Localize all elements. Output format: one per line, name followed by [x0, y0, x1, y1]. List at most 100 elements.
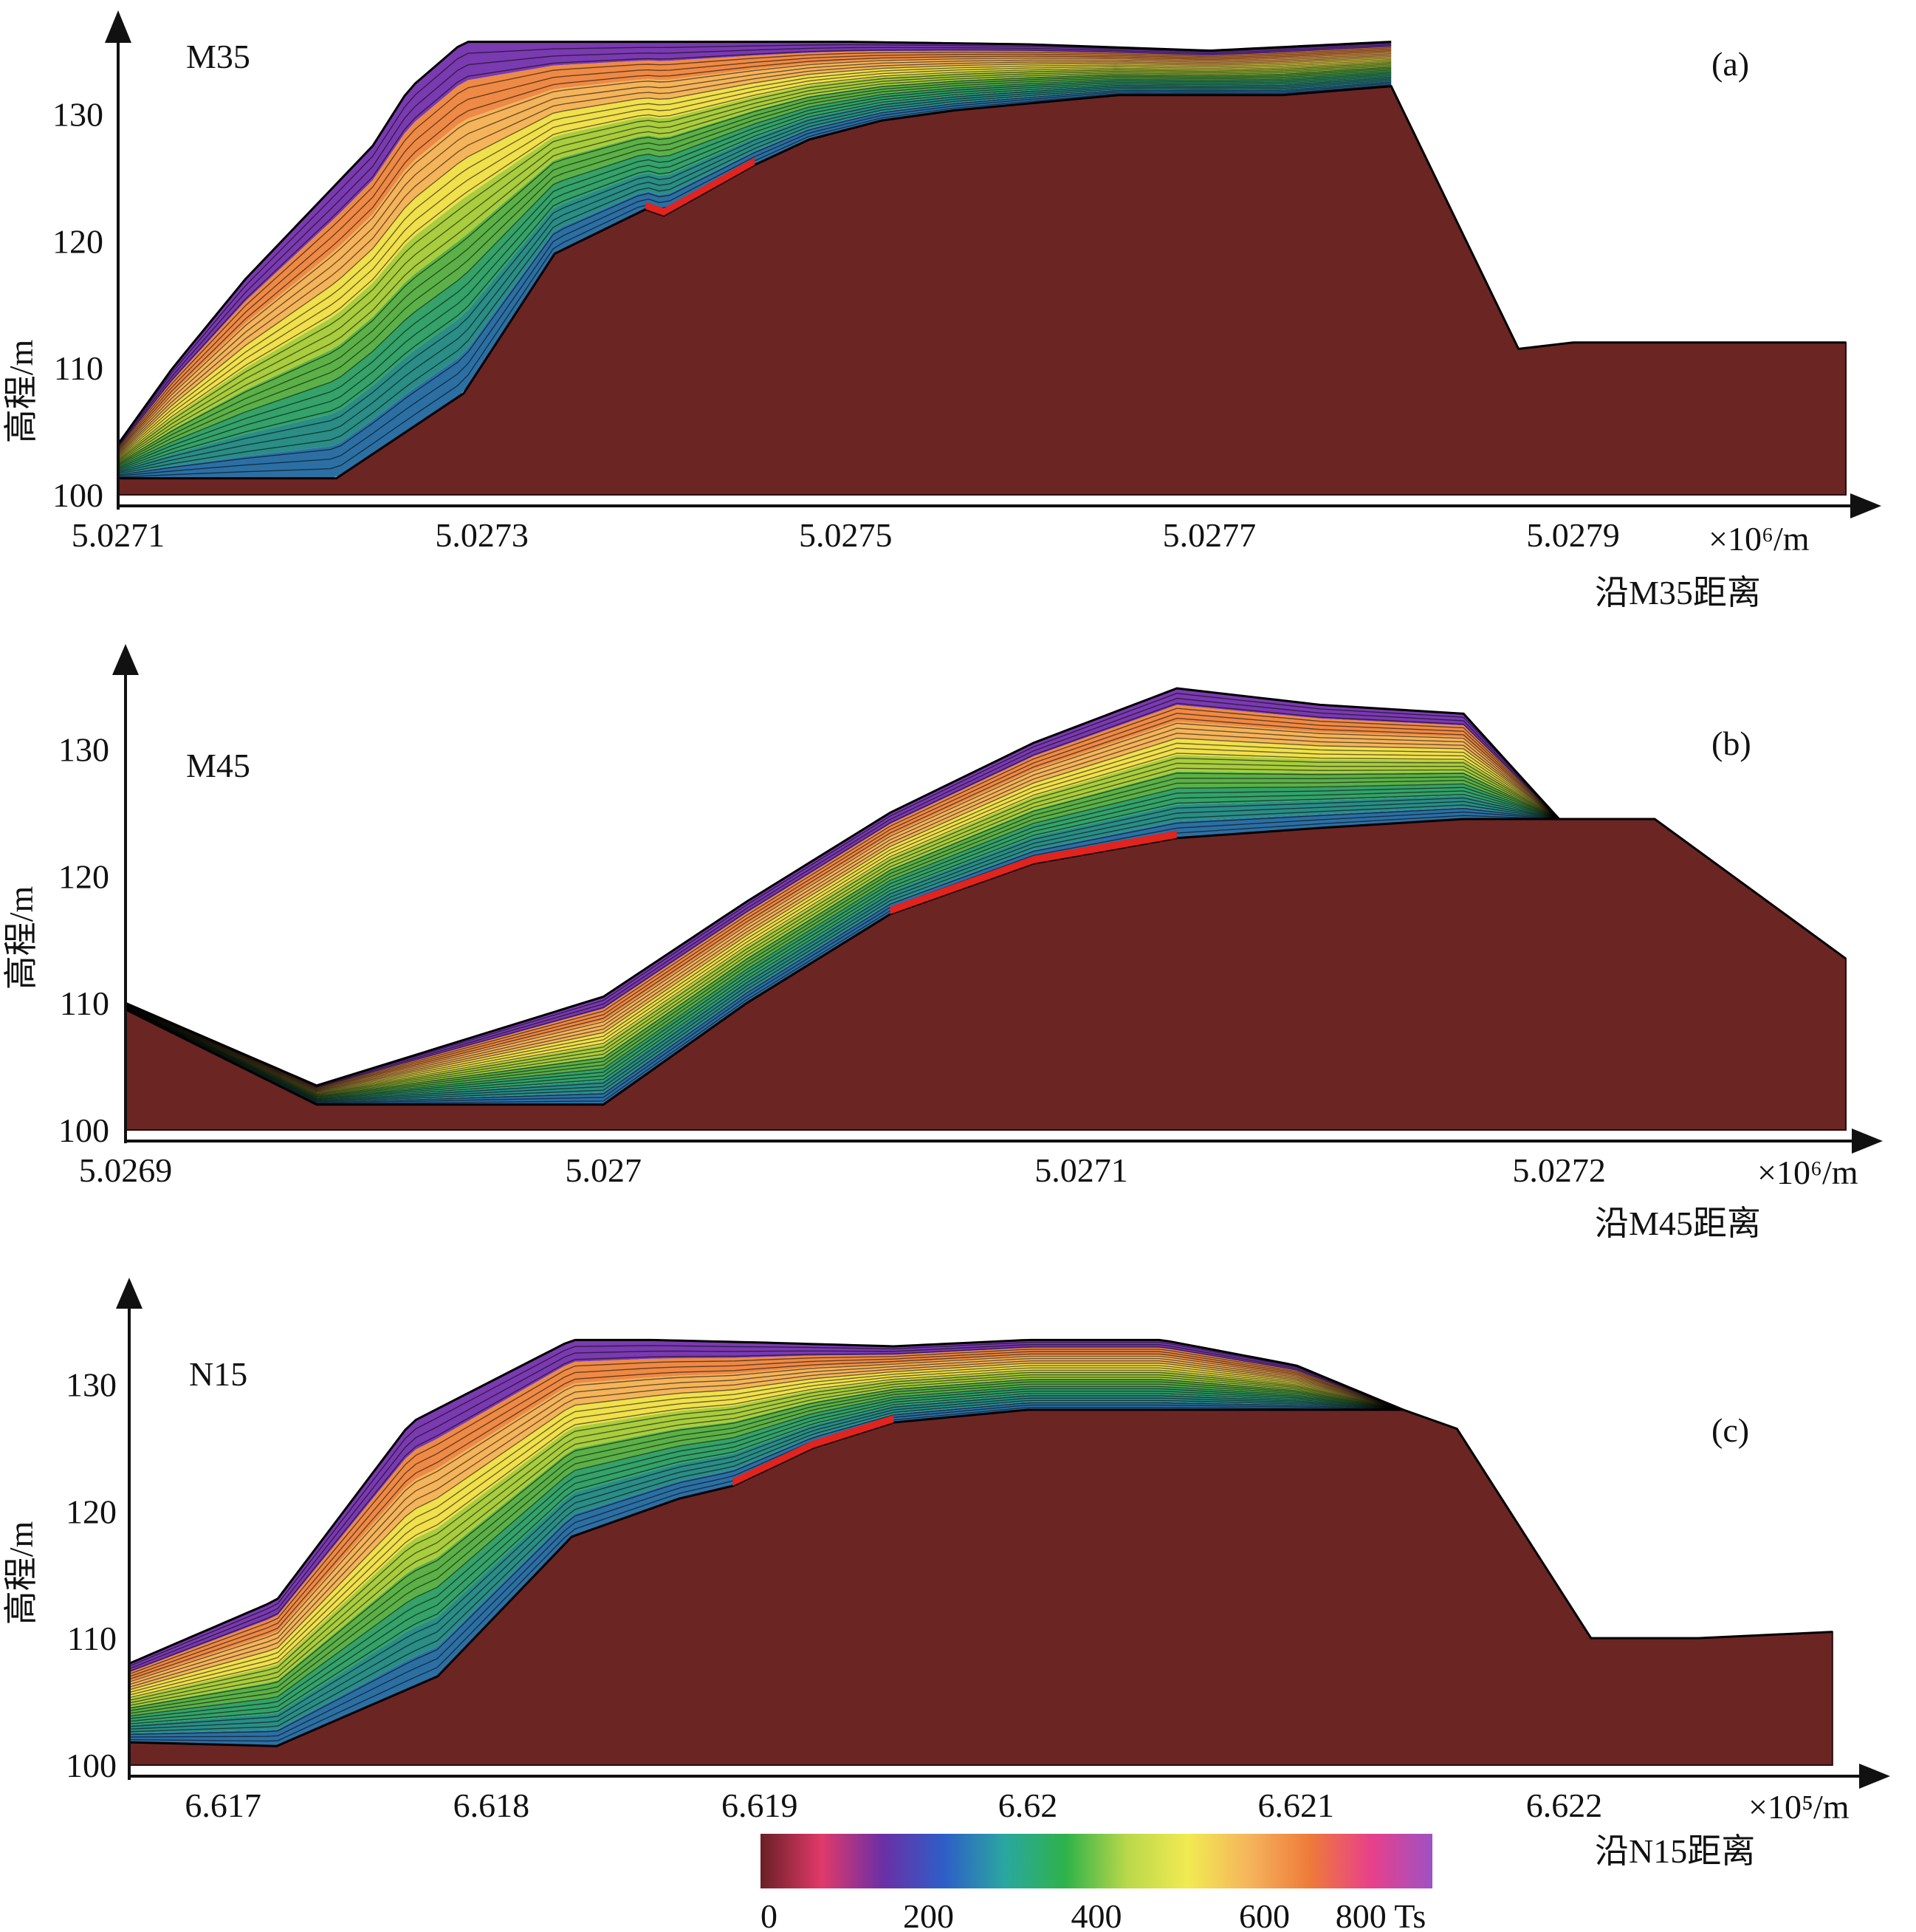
contour-line-b-21	[125, 733, 1560, 1092]
y-axis-label-a: 高程/m	[2, 340, 40, 444]
contour-line-b-14	[125, 767, 1559, 1097]
contour-line-b-4	[125, 804, 1559, 1103]
contour-line-b-3	[125, 808, 1559, 1103]
contour-line-c-17	[128, 1369, 1404, 1699]
red-seam-c	[732, 1415, 894, 1486]
y-tick-label-c-3: 130	[66, 1366, 117, 1404]
contour-line-a-15	[117, 63, 1392, 462]
contour-line-a-25	[117, 48, 1392, 451]
x-tick-label-b-0: 5.0269	[79, 1151, 173, 1189]
contour-line-a-19	[117, 57, 1392, 457]
contour-line-a-5	[117, 78, 1392, 473]
contour-line-a-8	[117, 73, 1392, 470]
contour-line-a-3	[117, 80, 1392, 476]
contour-line-a-4	[117, 79, 1392, 475]
contour-line-b-28	[125, 697, 1560, 1088]
contour-line-b-13	[125, 773, 1559, 1097]
plot-area-b	[125, 687, 1847, 1131]
x-axis-label-b: 沿M45距离	[1595, 1205, 1761, 1242]
contour-line-c-15	[128, 1374, 1404, 1704]
contour-line-b-23	[125, 722, 1560, 1091]
x-tick-label-a-2: 5.0275	[799, 516, 893, 554]
contour-line-b-26	[125, 708, 1560, 1089]
y-tick-label-a-0: 100	[52, 476, 103, 514]
y-tick-label-a-1: 110	[54, 349, 103, 387]
contour-line-c-8	[128, 1390, 1404, 1722]
contour-line-b-11	[125, 780, 1559, 1098]
x-tick-label-c-2: 6.619	[721, 1787, 798, 1824]
panel-label-b: (b)	[1711, 724, 1751, 762]
contour-line-c-27	[128, 1346, 1404, 1672]
x-tick-label-b-3: 5.0272	[1512, 1151, 1606, 1189]
red-seam-b	[890, 830, 1177, 914]
contour-line-a-22	[117, 52, 1392, 454]
colorbar-tick-labels: 0 200 400 600 800 Ts	[760, 1897, 1426, 1932]
contour-line-a-24	[117, 49, 1392, 452]
contour-line-b-2	[125, 811, 1559, 1104]
x-tick-label-a-4: 5.0279	[1526, 516, 1620, 554]
contour-line-a-18	[117, 58, 1392, 459]
contour-line-a-14	[117, 64, 1392, 463]
profile-name-b: M45	[186, 747, 250, 784]
contour-line-a-20	[117, 55, 1392, 456]
y-tick-label-b-2: 120	[58, 857, 109, 895]
contour-line-c-11	[128, 1383, 1404, 1714]
contour-line-c-3	[128, 1402, 1404, 1736]
y-tick-labels-c: 100 110 120 130	[66, 1366, 117, 1784]
y-tick-label-c-1: 110	[67, 1620, 117, 1657]
panel-label-a: (a)	[1711, 45, 1749, 83]
y-axis-arrow-b	[112, 644, 139, 675]
y-tick-label-b-3: 130	[58, 731, 109, 769]
contour-line-c-23	[128, 1355, 1404, 1683]
contour-line-c-24	[128, 1353, 1404, 1680]
contour-line-a-26	[117, 47, 1392, 449]
contour-line-c-21	[128, 1360, 1404, 1688]
y-tick-labels-a: 100 110 120 130	[52, 96, 103, 514]
contour-line-b-22	[125, 727, 1560, 1092]
contour-line-a-28	[117, 44, 1392, 447]
x-tick-label-a-1: 5.0273	[435, 516, 529, 554]
x-axis-arrow-a	[1850, 493, 1881, 518]
contour-line-c-25	[128, 1351, 1404, 1677]
contour-line-b-17	[125, 753, 1560, 1095]
x-tick-labels-a: 5.0271 5.0273 5.0275 5.0277 5.0279	[72, 516, 1620, 554]
contour-line-c-22	[128, 1357, 1404, 1685]
contour-line-a-13	[117, 66, 1392, 465]
colorbar-tick-label-4: 800 Ts	[1336, 1897, 1426, 1932]
contour-line-c-28	[128, 1343, 1404, 1670]
contour-line-c-18	[128, 1367, 1404, 1696]
x-tick-labels-c: 6.617 6.618 6.619 6.62 6.621 6.622	[185, 1787, 1602, 1824]
y-tick-label-a-3: 130	[52, 96, 103, 134]
contour-line-b-6	[125, 797, 1559, 1102]
contour-line-c-5	[128, 1397, 1404, 1730]
surface-line-a	[117, 41, 1392, 445]
colorbar: 0 200 400 600 800 Ts	[760, 1834, 1432, 1932]
deposit-layer-a-3	[118, 71, 1392, 471]
contour-line-b-25	[125, 713, 1560, 1089]
contour-line-a-6	[117, 76, 1392, 473]
x-tick-label-b-2: 5.0271	[1034, 1151, 1128, 1189]
contour-line-b-15	[125, 762, 1560, 1096]
contour-line-b-16	[125, 757, 1560, 1095]
y-tick-label-b-1: 110	[60, 984, 109, 1022]
profile-name-c: N15	[189, 1355, 247, 1393]
contour-line-b-8	[125, 790, 1559, 1100]
colorbar-gradient	[760, 1834, 1432, 1888]
contour-line-a-23	[117, 51, 1392, 453]
contour-line-a-17	[117, 60, 1392, 459]
y-axis-label-b: 高程/m	[2, 886, 40, 990]
surface-line-b	[125, 687, 1560, 1087]
contour-line-b-27	[125, 702, 1560, 1089]
contour-line-c-29	[128, 1341, 1404, 1667]
contour-line-b-19	[125, 742, 1560, 1094]
deposit-layer-c-6	[129, 1363, 1404, 1699]
x-axis-arrow-c	[1859, 1764, 1890, 1789]
red-seam-a	[645, 157, 755, 216]
contour-line-c-16	[128, 1371, 1404, 1701]
x-unit-b: ×10⁶/m	[1757, 1154, 1858, 1191]
plot-area-a	[117, 41, 1847, 496]
deposit-layer-a-6	[118, 56, 1392, 459]
plot-area-c	[128, 1338, 1833, 1766]
